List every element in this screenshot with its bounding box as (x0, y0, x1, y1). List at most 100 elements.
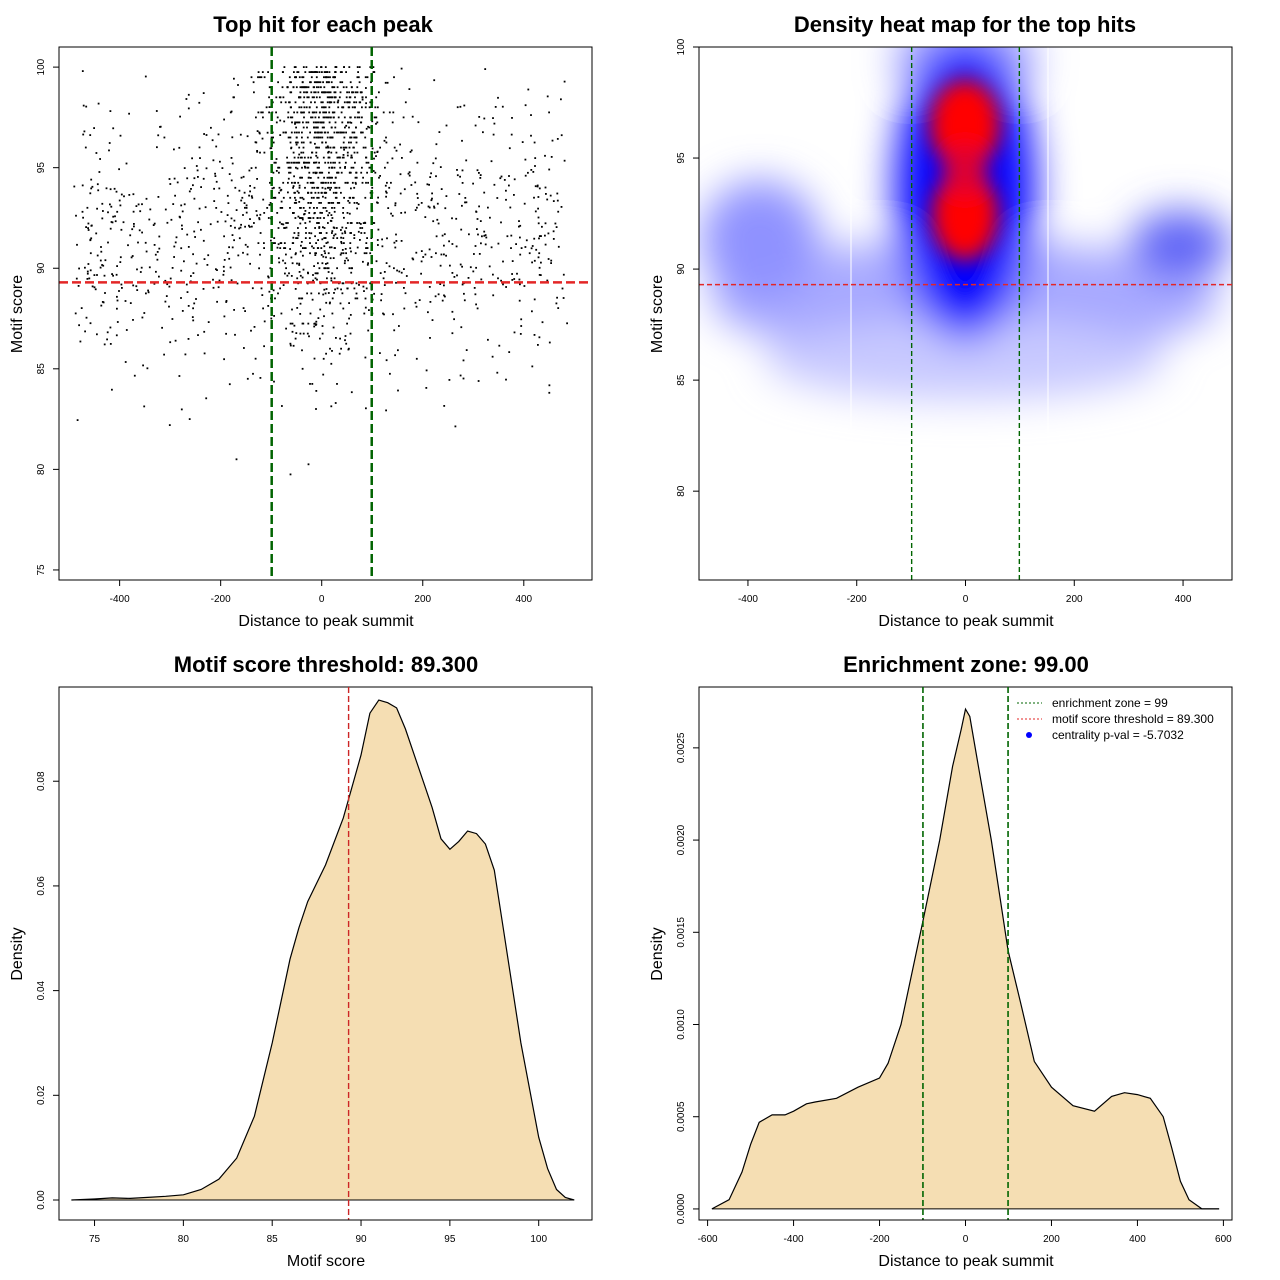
scatter-point (235, 458, 238, 461)
scatter-point (362, 176, 364, 179)
scatter-point (263, 247, 265, 249)
scatter-point (328, 121, 331, 124)
scatter-point (394, 202, 397, 205)
scatter-point (346, 322, 348, 325)
scatter-point (322, 116, 325, 119)
scatter-point (299, 196, 302, 199)
scatter-point (380, 299, 382, 302)
scatter-point (345, 257, 348, 260)
scatter-point (334, 126, 337, 129)
scatter-point (250, 225, 253, 228)
scatter-point (534, 210, 537, 213)
scatter-point (348, 201, 351, 204)
scatter-point (326, 101, 329, 104)
scatter-point (321, 332, 324, 335)
scatter-point (479, 174, 482, 176)
scatter-point (330, 214, 333, 216)
scatter-point (397, 389, 399, 392)
scatter-point (78, 324, 80, 327)
scatter-point (192, 253, 194, 256)
scatter-point (245, 211, 248, 214)
scatter-point (268, 111, 270, 114)
scatter-point (268, 106, 271, 108)
scatter-point (388, 186, 391, 189)
scatter-point (353, 151, 356, 154)
x-tick-label: 100 (530, 1234, 547, 1245)
scatter-point (329, 96, 332, 99)
scatter-point (336, 156, 339, 159)
scatter-point (296, 71, 299, 73)
scatter-point (364, 76, 367, 79)
scatter-point (372, 66, 375, 68)
scatter-point (231, 162, 234, 165)
scatter-point (403, 268, 405, 270)
scatter-point (128, 194, 131, 196)
scatter-point (310, 292, 313, 295)
scatter-point (99, 158, 101, 160)
scatter-point (315, 121, 318, 124)
scatter-point (355, 282, 358, 285)
scatter-point (183, 260, 185, 263)
scatter-point (524, 158, 527, 161)
scatter-point (345, 131, 347, 134)
scatter-point (560, 98, 562, 101)
scatter-point (296, 167, 299, 170)
scatter-plot-frame (58, 46, 593, 581)
scatter-point (210, 126, 212, 129)
scatter-point (103, 274, 106, 277)
scatter-point (395, 233, 397, 236)
legend-pval-label: centrality p-val = -5.7032 (1052, 728, 1184, 742)
scatter-point (192, 307, 194, 310)
scatter-point (328, 101, 331, 104)
scatter-point (292, 185, 295, 187)
scatter-point (348, 91, 350, 94)
scatter-point (230, 110, 233, 113)
scatter-point (308, 335, 310, 338)
scatter-point (305, 232, 307, 234)
scatter-point (238, 237, 241, 240)
scatter-point (386, 161, 389, 164)
scatter-point (311, 245, 313, 248)
scatter-point (357, 76, 360, 79)
scatter-point (293, 156, 296, 159)
scatter-point (302, 101, 305, 104)
scatter-point (278, 257, 280, 260)
scatter-point (538, 237, 540, 240)
scatter-point (327, 116, 330, 119)
scatter-point (323, 267, 326, 270)
scatter-point (314, 277, 317, 280)
scatter-point (351, 131, 354, 134)
scatter-point (550, 156, 553, 158)
scatter-point (279, 119, 282, 122)
scatter-point (353, 101, 355, 104)
scatter-point (428, 286, 431, 288)
y-tick-label: 80 (36, 463, 47, 475)
y-tick-label: 85 (36, 363, 47, 375)
scatter-point (528, 252, 531, 255)
scatter-point (293, 324, 296, 327)
scatter-point (363, 290, 365, 292)
scatter-point (79, 340, 82, 343)
scatter-point (233, 219, 236, 222)
scatter-point (364, 356, 367, 359)
scatter-point (304, 86, 307, 89)
distance-density-axes: -600 -400 -200 0 200 400 6000.00000.00050.0010… (676, 732, 1232, 1245)
scatter-point (137, 203, 140, 206)
scatter-point (353, 136, 356, 139)
scatter-point (391, 121, 394, 124)
scatter-point (537, 344, 539, 346)
scatter-point (231, 234, 234, 236)
scatter-point (108, 149, 110, 152)
scatter-point (248, 226, 251, 228)
scatter-point (385, 141, 388, 144)
scatter-point (340, 288, 342, 291)
scatter-point (351, 91, 353, 94)
scatter-point (497, 277, 499, 280)
scatter-point (301, 322, 304, 325)
scatter-point (301, 166, 303, 169)
scatter-point (295, 237, 297, 239)
scatter-point (341, 71, 343, 73)
scatter-point (222, 265, 225, 268)
scatter-point (296, 111, 299, 114)
scatter-point (557, 307, 560, 309)
